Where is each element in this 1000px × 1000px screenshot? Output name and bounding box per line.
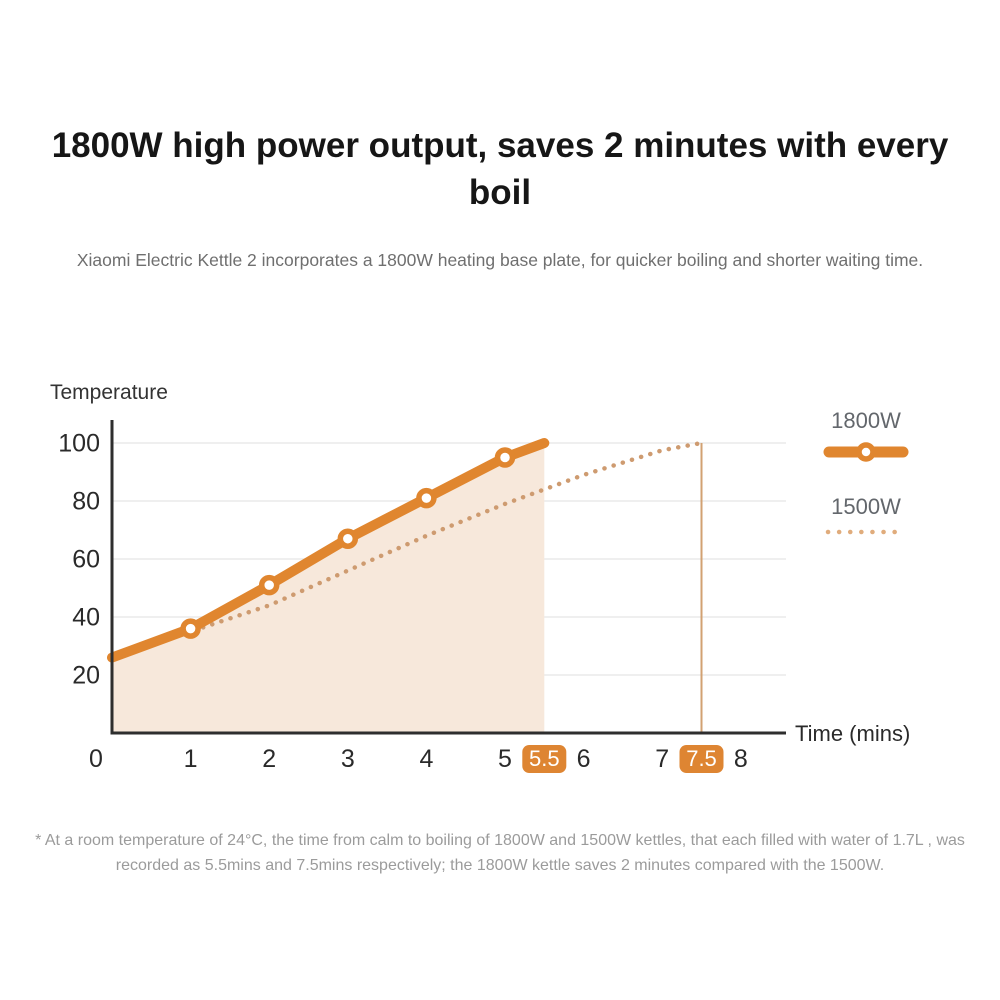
- svg-text:80: 80: [72, 488, 100, 516]
- legend-label-1800w: 1800W: [831, 408, 901, 433]
- svg-text:5: 5: [498, 745, 512, 773]
- svg-text:1: 1: [184, 745, 198, 773]
- chart-legend: 1800W 1500W: [816, 408, 916, 543]
- page-subtitle: Xiaomi Electric Kettle 2 incorporates a …: [76, 250, 924, 270]
- y-axis-title: Temperature: [50, 381, 168, 404]
- solid-line-swatch-icon: [823, 442, 909, 462]
- footnote: * At a room temperature of 24°C, the tim…: [35, 832, 965, 874]
- svg-text:2: 2: [262, 745, 276, 773]
- legend-item-1500w: 1500W: [816, 494, 916, 543]
- svg-text:7.5: 7.5: [686, 746, 717, 771]
- legend-item-1800w: 1800W: [816, 408, 916, 470]
- svg-text:20: 20: [72, 662, 100, 690]
- legend-ring-marker: [856, 442, 876, 462]
- temperature-time-chart: 20 40 60 80 100 0 1 2 3 4 5 5.5 6 7 7.5 8: [58, 420, 786, 773]
- page-title: 1800W high power output, saves 2 minutes…: [51, 126, 949, 212]
- svg-text:8: 8: [734, 745, 748, 773]
- x-axis-title: Time (mins): [795, 721, 911, 746]
- svg-text:6: 6: [577, 745, 591, 773]
- svg-text:60: 60: [72, 546, 100, 574]
- svg-text:3: 3: [341, 745, 355, 773]
- svg-text:5.5: 5.5: [529, 746, 560, 771]
- svg-text:4: 4: [419, 745, 433, 773]
- svg-text:100: 100: [58, 430, 100, 458]
- svg-text:40: 40: [72, 604, 100, 632]
- dotted-line-swatch-icon: [825, 529, 907, 535]
- legend-label-1500w: 1500W: [831, 494, 901, 519]
- svg-text:0: 0: [89, 745, 103, 773]
- svg-text:7: 7: [655, 745, 669, 773]
